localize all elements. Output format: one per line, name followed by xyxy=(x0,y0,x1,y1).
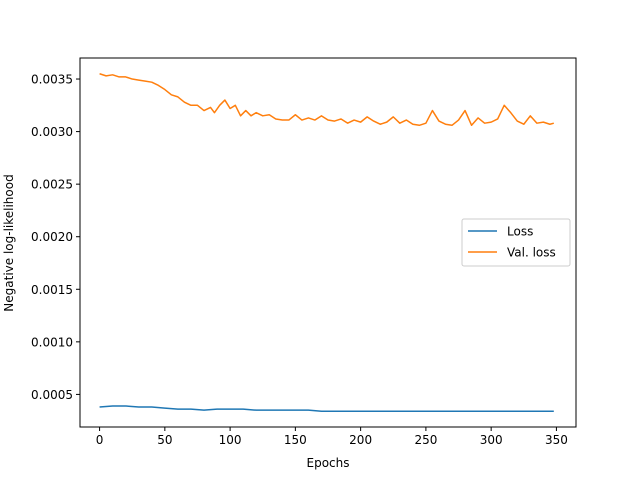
x-tick-label: 0 xyxy=(96,433,104,447)
y-axis: 0.0005 0.0010 0.0015 0.0020 0.0025 0.0030 0.00… xyxy=(31,73,80,402)
x-tick-label: 300 xyxy=(480,433,503,447)
x-tick-label: 200 xyxy=(349,433,372,447)
legend: Loss Val. loss xyxy=(461,218,571,267)
legend-label-loss: Loss xyxy=(507,225,533,239)
legend-label-val-loss: Val. loss xyxy=(507,246,556,260)
series-line-loss xyxy=(99,405,554,412)
y-axis-label: Negative log-likelihood xyxy=(2,174,16,311)
y-tick-label: 0.0025 xyxy=(31,178,73,192)
x-tick-label: 100 xyxy=(219,433,242,447)
y-tick-label: 0.0030 xyxy=(31,125,73,139)
y-tick-label: 0.0005 xyxy=(31,388,73,402)
x-tick-label: 350 xyxy=(545,433,568,447)
y-tick-label: 0.0010 xyxy=(31,335,73,349)
y-tick-label: 0.0020 xyxy=(31,230,73,244)
x-axis: 0 50 100 150 200 250 300 350 xyxy=(96,427,568,447)
series-line-val-loss xyxy=(99,73,555,127)
series-layer xyxy=(99,73,555,412)
y-tick-label: 0.0015 xyxy=(31,283,73,297)
x-axis-label: Epochs xyxy=(307,456,350,470)
axes-frame xyxy=(79,57,577,428)
x-tick-label: 250 xyxy=(414,433,437,447)
x-tick-label: 150 xyxy=(284,433,307,447)
x-tick-label: 50 xyxy=(157,433,172,447)
y-tick-label: 0.0035 xyxy=(31,73,73,87)
